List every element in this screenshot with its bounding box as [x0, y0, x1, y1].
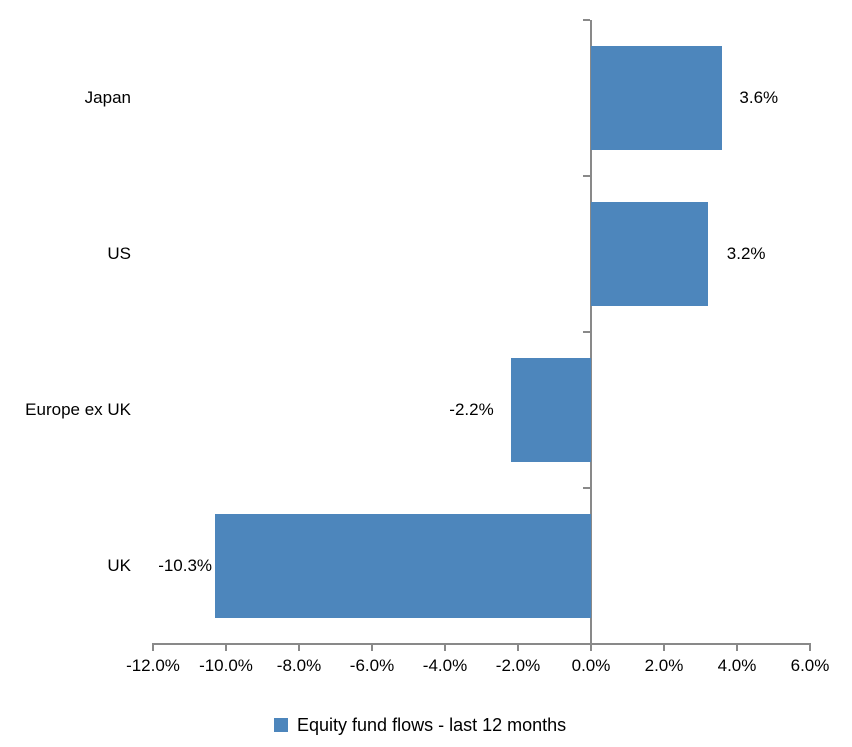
bar	[215, 514, 591, 618]
x-tick-label: -6.0%	[349, 656, 395, 675]
legend-label: Equity fund flows - last 12 months	[297, 714, 567, 735]
bar	[591, 202, 708, 306]
legend: Equity fund flows - last 12 months	[274, 710, 566, 740]
x-axis-tick	[809, 643, 811, 651]
x-tick-label: -4.0%	[422, 656, 468, 675]
x-tick-label: -10.0%	[199, 656, 253, 675]
legend-swatch-icon	[274, 718, 288, 732]
value-label: -2.2%	[449, 400, 494, 419]
x-axis-tick	[736, 643, 738, 651]
y-axis-line	[590, 20, 592, 650]
x-axis-tick	[152, 643, 154, 651]
bar	[591, 46, 723, 150]
x-axis-line	[153, 643, 811, 645]
x-tick-label: 4.0%	[717, 656, 757, 675]
x-axis-tick	[371, 643, 373, 651]
x-axis-tick	[663, 643, 665, 651]
category-label: Japan	[84, 88, 131, 107]
bar	[510, 358, 591, 462]
x-axis-tick	[225, 643, 227, 651]
category-label: UK	[107, 556, 131, 575]
x-tick-label: -8.0%	[276, 656, 322, 675]
value-label: -10.3%	[158, 556, 213, 575]
x-axis-tick	[444, 643, 446, 651]
x-axis-tick	[517, 643, 519, 651]
value-label: 3.6%	[739, 88, 779, 107]
x-tick-label: -12.0%	[126, 656, 180, 675]
x-tick-label: 6.0%	[790, 656, 830, 675]
y-axis-tick	[583, 19, 590, 21]
value-label: 3.2%	[726, 244, 766, 263]
category-label: Europe ex UK	[25, 400, 131, 419]
x-axis-tick	[590, 643, 592, 651]
y-axis-tick	[583, 175, 590, 177]
x-tick-label: 0.0%	[571, 656, 611, 675]
x-tick-label: -2.0%	[495, 656, 541, 675]
x-axis-tick	[298, 643, 300, 651]
y-axis-tick	[583, 487, 590, 489]
x-tick-label: 2.0%	[644, 656, 684, 675]
y-axis-tick	[583, 331, 590, 333]
category-label: US	[107, 244, 131, 263]
